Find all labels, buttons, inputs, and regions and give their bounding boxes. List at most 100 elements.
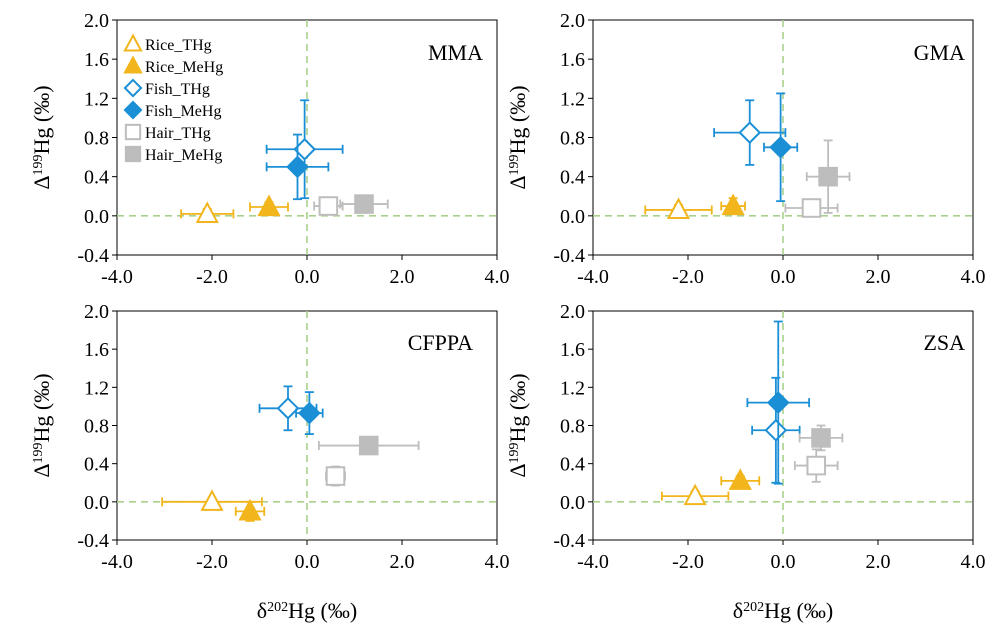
point-fish-mehg	[763, 92, 799, 203]
marker	[683, 483, 707, 506]
marker	[354, 194, 374, 214]
legend-label: Hair_THg	[145, 125, 211, 142]
marker	[818, 166, 838, 187]
point-hair-mehg	[805, 139, 851, 214]
legend-label: Rice_MeHg	[145, 59, 223, 76]
x-tick-label: 2.0	[866, 551, 891, 573]
legend-marker	[124, 123, 142, 141]
point-hair-thg	[793, 448, 839, 483]
point-hair-mehg	[798, 424, 844, 452]
y-tick-label: 0.4	[84, 167, 109, 189]
y-tick-label: 0.0	[560, 206, 585, 228]
panel-cfppa: 2.0 1.6 1.2 0.8 0.4 0.0 -0.4-4.0 -2.0 0.0 2.0 4.0 C…	[29, 301, 510, 623]
y-tick-label: 1.2	[84, 377, 109, 399]
point-rice-thg	[180, 201, 235, 223]
x-tick-label: 0.0	[771, 551, 796, 573]
marker	[666, 197, 691, 220]
y-tick-label: -0.4	[553, 530, 585, 552]
y-tick-label: 1.6	[560, 49, 585, 71]
y-tick-label: 0.8	[560, 128, 585, 150]
x-tick-label: 2.0	[390, 266, 415, 288]
panel-title: ZSA	[923, 330, 965, 355]
marker	[257, 194, 281, 217]
y-tick-label: 2.0	[84, 10, 109, 32]
point-hair-thg	[313, 196, 344, 216]
panel-title: MMA	[428, 40, 483, 65]
marker	[738, 121, 762, 144]
marker	[728, 468, 752, 490]
x-tick-label: 0.0	[295, 551, 320, 573]
marker	[766, 391, 790, 414]
point-rice-mehg	[720, 468, 761, 490]
y-tick-label: 0.0	[560, 492, 585, 514]
y-tick-label: -0.4	[77, 245, 109, 267]
legend-label: Fish_THg	[145, 81, 210, 98]
x-tick-label: -4.0	[577, 551, 609, 573]
marker	[238, 498, 262, 521]
x-tick-label: 2.0	[866, 266, 891, 288]
marker	[318, 196, 339, 216]
y-axis-label: Δ199Hg (‰)	[505, 85, 530, 189]
legend-marker	[123, 33, 143, 52]
marker	[811, 428, 831, 448]
y-tick-label: 0.8	[84, 416, 109, 438]
y-tick-label: 1.2	[560, 88, 585, 110]
point-fish-thg	[713, 99, 787, 166]
legend-marker	[123, 78, 143, 98]
marker	[801, 198, 822, 218]
x-tick-label: -4.0	[101, 551, 133, 573]
marker	[764, 418, 788, 442]
marker	[195, 201, 219, 223]
panel-title: CFPPA	[408, 330, 473, 355]
x-tick-label: -2.0	[672, 266, 704, 288]
point-rice-mehg	[249, 194, 289, 217]
x-tick-label: 0.0	[295, 266, 320, 288]
x-tick-label: 4.0	[961, 551, 986, 573]
legend-label: Fish_MeHg	[145, 103, 221, 120]
x-tick-label: -2.0	[196, 266, 228, 288]
marker	[806, 455, 827, 476]
x-tick-label: 4.0	[961, 266, 986, 288]
x-tick-label: -2.0	[672, 551, 704, 573]
point-hair-thg	[784, 198, 839, 218]
y-tick-label: 1.6	[84, 339, 109, 361]
marker	[276, 396, 300, 420]
marker	[200, 489, 224, 511]
point-rice-thg	[161, 489, 263, 511]
x-tick-label: 4.0	[485, 266, 510, 288]
x-tick-label: -4.0	[101, 266, 133, 288]
point-fish-thg	[265, 99, 344, 200]
y-tick-label: 0.8	[560, 416, 585, 438]
legend-label: Hair_MeHg	[145, 147, 222, 164]
y-tick-label: 0.0	[84, 206, 109, 228]
panel-gma: 2.0 1.6 1.2 0.8 0.4 0.0 -0.4-4.0 -2.0 0.0 2.0 4.0 G…	[505, 10, 986, 288]
legend-item-fish-thg: Fish_THg	[123, 78, 210, 98]
legend-marker	[123, 55, 143, 74]
panel-title: GMA	[914, 40, 965, 65]
marker	[325, 466, 346, 486]
point-fish-mehg	[746, 320, 811, 485]
y-tick-label: 0.8	[84, 128, 109, 150]
x-tick-label: 2.0	[390, 551, 415, 573]
marker	[769, 135, 792, 159]
y-axis-label: Δ199Hg (‰)	[29, 85, 54, 189]
y-tick-label: 1.2	[84, 88, 109, 110]
y-tick-label: 0.4	[560, 454, 585, 476]
panel-mma: 2.0 1.6 1.2 0.8 0.4 0.0 -0.4-4.0 -2.0 0.0 2.0 4.0 M…	[29, 10, 510, 288]
point-rice-thg	[660, 483, 730, 506]
x-axis-label: δ202Hg (‰)	[257, 598, 357, 623]
legend-item-hair-mehg: Hair_MeHg	[124, 145, 222, 164]
point-rice-mehg	[720, 193, 746, 216]
y-axis-label: Δ199Hg (‰)	[29, 373, 54, 477]
point-fish-mehg	[265, 133, 330, 201]
point-fish-thg	[751, 376, 801, 484]
x-tick-label: -4.0	[577, 266, 609, 288]
panel-zsa: 2.0 1.6 1.2 0.8 0.4 0.0 -0.4-4.0 -2.0 0.0 2.0 4.0 Z…	[505, 301, 986, 623]
x-tick-label: 0.0	[771, 266, 796, 288]
y-tick-label: -0.4	[77, 530, 109, 552]
point-hair-mehg	[317, 435, 420, 456]
y-axis-label: Δ199Hg (‰)	[505, 373, 530, 477]
marker	[721, 193, 745, 216]
marker	[286, 155, 309, 179]
